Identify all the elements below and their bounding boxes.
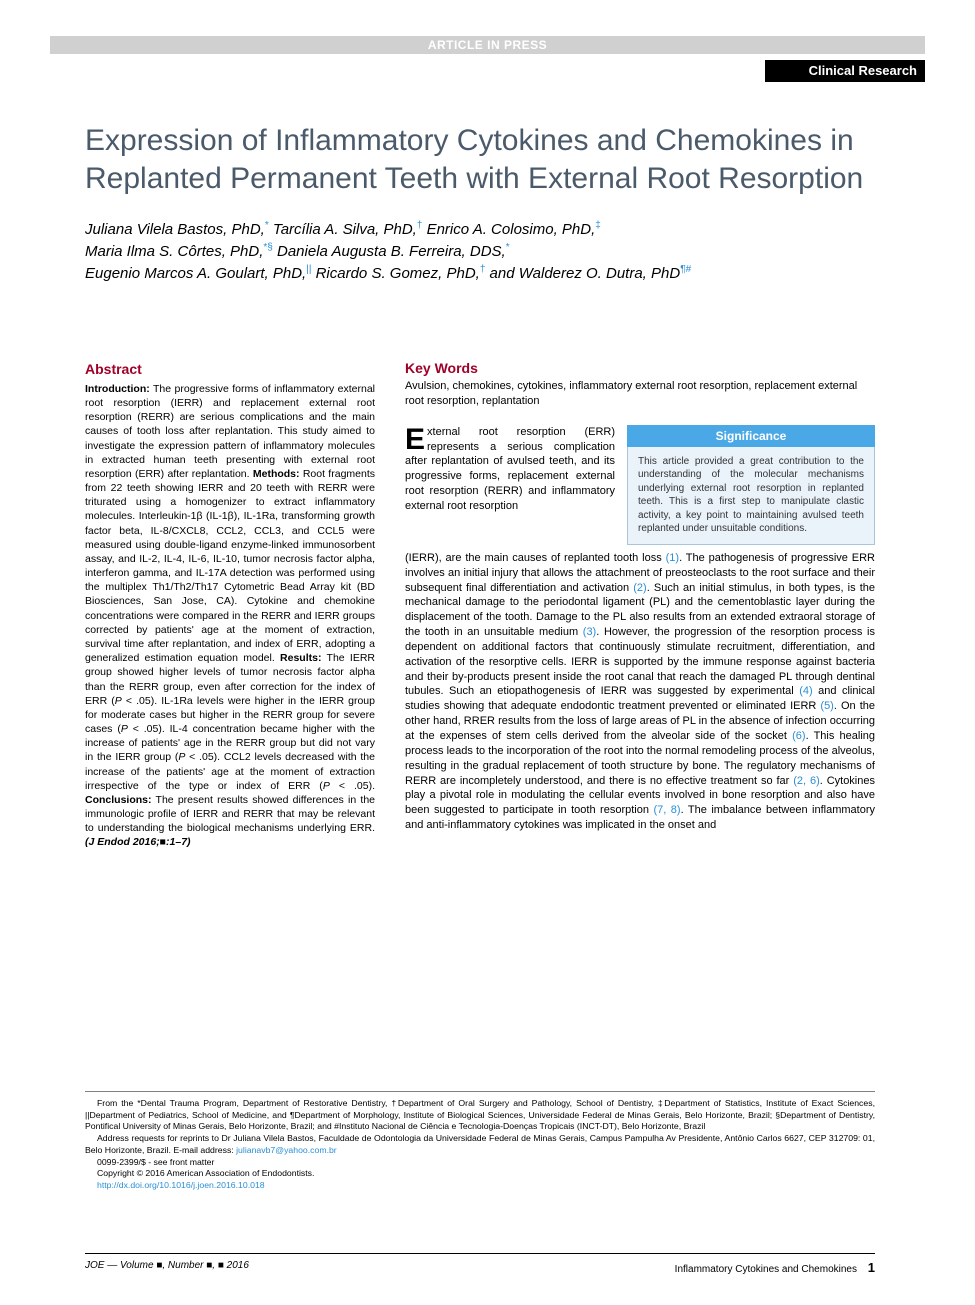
significance-box: Significance This article provided a gre… [627, 425, 875, 545]
significance-heading: Significance [627, 425, 875, 447]
keywords-heading: Key Words [405, 360, 875, 376]
body-text: Significance This article provided a gre… [405, 425, 875, 833]
footer-left: JOE — Volume ■, Number ■, ■ 2016 [85, 1260, 249, 1275]
footer-right-group: Inflammatory Cytokines and Chemokines 1 [675, 1260, 875, 1275]
reprint-text: Address requests for reprints to Dr Juli… [85, 1133, 875, 1155]
title-block: Expression of Inflammatory Cytokines and… [85, 122, 875, 284]
page-number: 1 [860, 1260, 875, 1275]
lead-text: xternal root resorption (ERR) represents… [405, 426, 615, 512]
section-label: Clinical Research [765, 60, 925, 82]
abstract-body: Introduction: The progressive forms of i… [85, 382, 375, 850]
footnotes: From the *Dental Trauma Program, Departm… [85, 1085, 875, 1192]
keywords-text: Avulsion, chemokines, cytokines, inflamm… [405, 379, 875, 409]
intro-text: The progressive forms of inflammatory ex… [85, 383, 375, 480]
abstract-heading: Abstract [85, 360, 375, 379]
copyright-text: Copyright © 2016 American Association of… [85, 1168, 875, 1180]
citation-text: (J Endod 2016;■:1–7) [85, 836, 191, 848]
results-text: The IERR group showed higher levels of t… [85, 652, 375, 792]
authors-list: Juliana Vilela Bastos, PhD,* Tarcília A.… [85, 219, 875, 284]
issn-text: 0099-2399/$ - see front matter [85, 1157, 875, 1169]
dropcap: E [405, 425, 427, 453]
conclusions-label: Conclusions: [85, 794, 152, 806]
methods-label: Methods: [253, 468, 300, 480]
email-link[interactable]: julianavb7@yahoo.com.br [236, 1145, 337, 1155]
doi-link[interactable]: http://dx.doi.org/10.1016/j.joen.2016.10… [97, 1180, 265, 1190]
abstract-column: Abstract Introduction: The progressive f… [85, 360, 375, 850]
reprint-address: Address requests for reprints to Dr Juli… [85, 1133, 875, 1156]
footer-right: Inflammatory Cytokines and Chemokines [675, 1264, 857, 1275]
intro-label: Introduction: [85, 383, 150, 395]
methods-text: Root fragments from 22 teeth showing IER… [85, 468, 375, 664]
article-in-press-banner: ARTICLE IN PRESS [50, 36, 925, 54]
affiliations: From the *Dental Trauma Program, Departm… [85, 1098, 875, 1133]
article-title: Expression of Inflammatory Cytokines and… [85, 122, 875, 197]
continuation-text: (IERR), are the main causes of replanted… [405, 552, 875, 831]
significance-body: This article provided a great contributi… [627, 447, 875, 545]
results-label: Results: [280, 652, 321, 664]
footnote-separator [85, 1091, 875, 1092]
page-footer: JOE — Volume ■, Number ■, ■ 2016 Inflamm… [85, 1253, 875, 1275]
right-column: Key Words Avulsion, chemokines, cytokine… [405, 360, 875, 833]
